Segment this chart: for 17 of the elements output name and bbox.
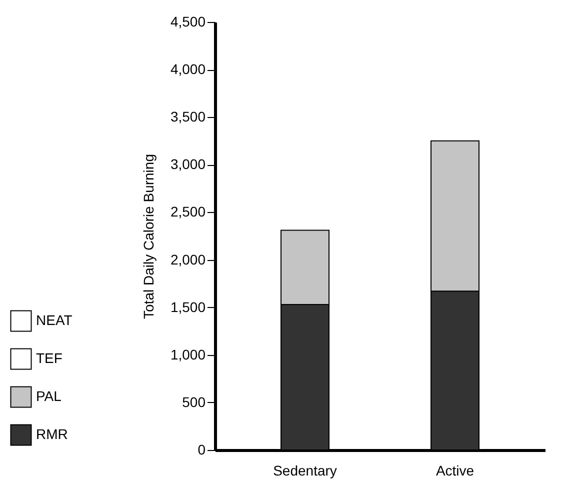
y-tick-label: 0 — [198, 442, 206, 458]
y-tick-label: 3,500 — [170, 108, 206, 125]
x-tick-label: Sedentary — [273, 462, 337, 478]
y-tick-label: 4,500 — [170, 14, 206, 30]
legend-label: NEAT — [36, 312, 73, 328]
legend-label: TEF — [36, 350, 62, 366]
y-tick-label: 1,500 — [170, 298, 206, 315]
y-tick-label: 4,000 — [170, 61, 206, 78]
y-tick-label: 2,500 — [170, 204, 206, 220]
y-axis-title: Total Daily Calorie Burning — [140, 154, 156, 319]
x-tick-label: Active — [436, 462, 474, 478]
y-tick-label: 3,000 — [170, 156, 206, 172]
y-tick-label: 500 — [182, 394, 206, 410]
y-tick-label: 1,000 — [170, 346, 206, 362]
legend-label: PAL — [36, 388, 62, 404]
y-tick-label: 2,000 — [170, 251, 206, 268]
legend-label: RMR — [36, 426, 68, 442]
